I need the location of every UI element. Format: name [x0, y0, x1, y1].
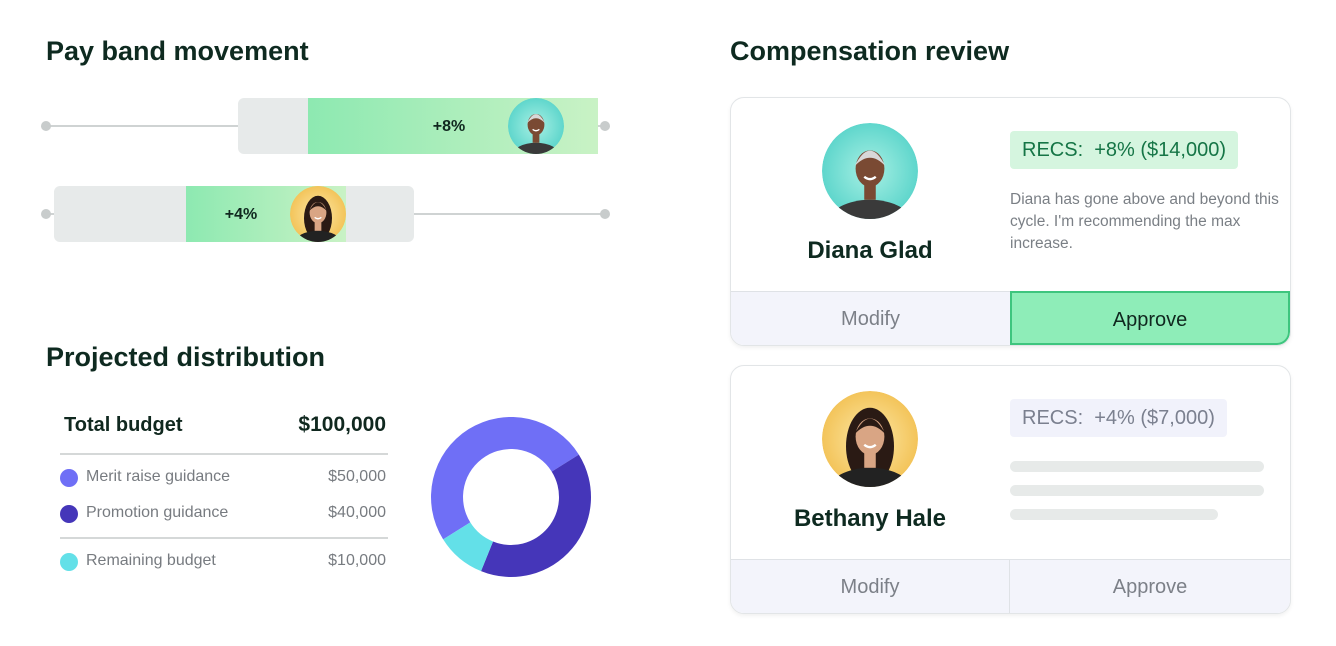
- hair-top: [854, 150, 886, 167]
- avatar: [822, 391, 918, 487]
- legend-dot: [60, 553, 78, 571]
- item-name: Promotion guidance: [86, 504, 229, 521]
- approve-button[interactable]: Approve: [1010, 559, 1290, 613]
- note: Diana has gone above and beyond this cyc…: [1010, 191, 1279, 252]
- total-value: $100,000: [298, 413, 386, 436]
- modify-button[interactable]: Modify: [731, 559, 1010, 613]
- avatar-face: [822, 123, 918, 219]
- smile: [863, 175, 877, 181]
- shoulders: [294, 230, 342, 242]
- item-value: $10,000: [328, 552, 386, 569]
- total-label: Total budget: [64, 414, 183, 436]
- review-card: Bethany Hale RECS: +4% ($7,000) Modify A…: [730, 365, 1291, 614]
- neck: [532, 131, 540, 143]
- item-name: Remaining budget: [86, 552, 216, 569]
- section-title: Projected distribution: [46, 342, 326, 372]
- employee-name: Bethany Hale: [793, 505, 947, 532]
- approve-button[interactable]: Approve: [1010, 291, 1290, 345]
- legend-dot: [60, 505, 78, 523]
- avatar-inner: [822, 123, 918, 219]
- left-graphics: +8% +4%: [41, 98, 610, 578]
- hair-top: [854, 418, 886, 435]
- neck: [314, 219, 322, 231]
- shoulders: [512, 142, 560, 154]
- neck: [864, 180, 876, 200]
- smile: [314, 216, 322, 220]
- avatar-inner: [290, 186, 346, 242]
- donut-segment: [431, 417, 579, 540]
- donut-segment: [481, 454, 592, 578]
- neck: [864, 448, 876, 468]
- item-name: Merit raise guidance: [86, 468, 231, 485]
- placeholder-line: [1010, 461, 1264, 472]
- hair-top: [527, 114, 545, 124]
- avatar-inner: [508, 98, 564, 154]
- avatar-face: [822, 391, 918, 487]
- hair-top: [309, 202, 327, 212]
- review-card: Diana Glad RECS: +8% ($14,000) Diana has…: [730, 97, 1291, 346]
- shoulders: [829, 467, 911, 487]
- donut-segment: [443, 522, 494, 572]
- smile: [532, 128, 540, 132]
- section-title: Pay band movement: [46, 36, 309, 66]
- recs-badge: RECS: +4% ($7,000): [1010, 399, 1227, 437]
- section-title: Compensation review: [730, 36, 1010, 66]
- avatar-face: [508, 98, 564, 154]
- avatar-inner: [822, 391, 918, 487]
- modify-button[interactable]: Modify: [731, 291, 1010, 345]
- placeholder-line: [1010, 509, 1218, 520]
- band-label: +4%: [225, 206, 257, 223]
- avatar-face: [290, 186, 346, 242]
- placeholder-line: [1010, 485, 1264, 496]
- legend-dot: [60, 469, 78, 487]
- employee-name: Diana Glad: [807, 237, 933, 264]
- recs-badge: RECS: +8% ($14,000): [1010, 131, 1238, 169]
- band-label: +8%: [433, 118, 465, 135]
- item-value: $50,000: [328, 468, 386, 485]
- avatar: [822, 123, 918, 219]
- shoulders: [829, 199, 911, 219]
- item-value: $40,000: [328, 504, 386, 521]
- donut-chart: [431, 417, 592, 578]
- smile: [863, 443, 877, 449]
